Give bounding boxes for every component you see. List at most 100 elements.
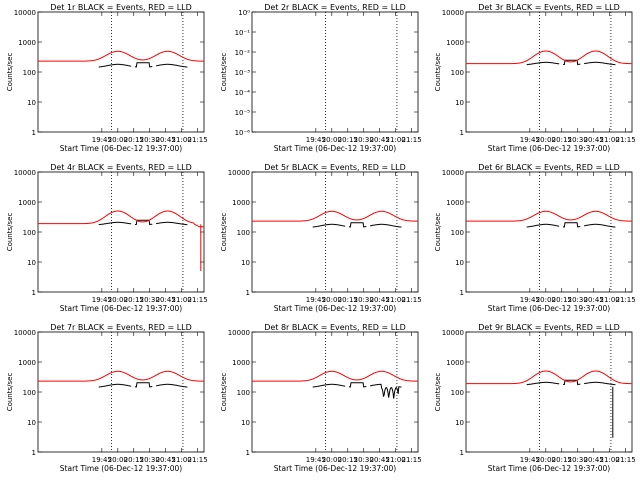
x-tick-label: 21:00 <box>600 296 620 304</box>
events-series-line <box>526 59 616 66</box>
lld-series-line <box>38 50 204 62</box>
y-axis-label: Counts/sec <box>434 53 442 92</box>
x-tick-label: 20:00 <box>536 456 556 464</box>
y-tick-label: 10 <box>455 259 464 267</box>
x-tick-label: 19:45 <box>306 136 326 144</box>
x-tick-label: 20:15 <box>124 456 144 464</box>
x-tick-label: 20:30 <box>568 456 588 464</box>
y-tick-label: 1 <box>246 449 250 457</box>
plot-frame <box>465 331 633 453</box>
y-tick-label: 100 <box>23 69 36 77</box>
y-axis-label: Counts/sec <box>6 53 14 92</box>
y-tick-label: 100 <box>237 389 250 397</box>
x-tick-label: 20:15 <box>338 456 358 464</box>
panel-title: Det 2r BLACK = Events, RED = LLD <box>264 3 406 12</box>
x-tick-label: 21:15 <box>188 136 208 144</box>
x-tick-label: 21:15 <box>188 456 208 464</box>
y-tick-label: 10000 <box>14 9 36 17</box>
x-axis-label: Start Time (06-Dec-12 19:37:00) <box>274 144 396 153</box>
y-tick-label: 10⁻⁵ <box>235 109 251 117</box>
x-tick-label: 20:00 <box>536 136 556 144</box>
y-tick-label: 10 <box>27 419 36 427</box>
y-tick-label: 10⁻⁴ <box>235 89 251 97</box>
panel-title: Det 9r BLACK = Events, RED = LLD <box>478 323 620 332</box>
x-axis-label: Start Time (06-Dec-12 19:37:00) <box>60 304 182 313</box>
panel-det-8: Det 8r BLACK = Events, RED = LLD 1 10 100 10… <box>220 323 422 473</box>
x-tick-label: 20:00 <box>108 456 128 464</box>
x-tick-label: 20:30 <box>568 136 588 144</box>
x-tick-label: 21:00 <box>386 136 406 144</box>
y-axis-label: Counts/sec <box>434 373 442 412</box>
x-tick-label: 20:30 <box>568 296 588 304</box>
y-tick-label: 10⁻³ <box>235 69 251 77</box>
y-tick-label: 1000 <box>446 199 464 207</box>
y-axis-label: Counts/sec <box>220 373 228 412</box>
panel-det-2: Det 2r BLACK = Events, RED = LLD 10⁻⁶ 10⁻⁵… <box>220 3 422 153</box>
x-tick-label: 21:15 <box>188 296 208 304</box>
panel-title: Det 5r BLACK = Events, RED = LLD <box>264 163 406 172</box>
x-tick-label: 21:00 <box>386 296 406 304</box>
y-axis-label: Counts/sec <box>220 53 228 92</box>
y-tick-label: 1 <box>32 289 36 297</box>
y-tick-label: 10000 <box>442 169 464 177</box>
x-tick-label: 20:45 <box>370 456 390 464</box>
y-tick-label: 100 <box>451 389 464 397</box>
x-tick-label: 20:45 <box>584 136 604 144</box>
x-tick-label: 19:45 <box>92 456 112 464</box>
x-tick-label: 21:15 <box>616 296 636 304</box>
x-tick-label: 20:00 <box>322 456 342 464</box>
y-tick-label: 10⁰ <box>238 9 250 17</box>
panel-title: Det 6r BLACK = Events, RED = LLD <box>478 163 620 172</box>
lld-series-line <box>38 210 204 271</box>
events-series-line <box>98 62 188 68</box>
y-tick-label: 1000 <box>232 199 250 207</box>
panel-det-9: Det 9r BLACK = Events, RED = LLD 1 10 100 10… <box>434 323 636 473</box>
x-tick-label: 21:00 <box>172 136 192 144</box>
x-tick-label: 20:45 <box>370 136 390 144</box>
y-tick-label: 10000 <box>228 329 250 337</box>
x-tick-label: 20:30 <box>140 456 160 464</box>
events-series-line <box>312 222 402 228</box>
x-axis-label: Start Time (06-Dec-12 19:37:00) <box>60 144 182 153</box>
x-tick-label: 19:45 <box>306 296 326 304</box>
x-tick-label: 20:15 <box>338 296 358 304</box>
y-axis-label: Counts/sec <box>220 213 228 252</box>
y-tick-label: 1000 <box>446 39 464 47</box>
panel-det-4: Det 4r BLACK = Events, RED = LLD 1 10 100 10… <box>6 163 208 313</box>
x-axis-label: Start Time (06-Dec-12 19:37:00) <box>60 464 182 473</box>
y-tick-label: 10 <box>455 99 464 107</box>
panel-title: Det 8r BLACK = Events, RED = LLD <box>264 323 406 332</box>
panel-det-5: Det 5r BLACK = Events, RED = LLD 1 10 100 10… <box>220 163 422 313</box>
x-axis-label: Start Time (06-Dec-12 19:37:00) <box>488 144 610 153</box>
y-tick-label: 10000 <box>442 329 464 337</box>
lld-series-line <box>466 370 632 385</box>
plot-frame <box>251 171 419 293</box>
x-tick-label: 20:00 <box>322 296 342 304</box>
y-tick-label: 1000 <box>232 359 250 367</box>
x-tick-label: 19:45 <box>92 296 112 304</box>
x-tick-label: 20:45 <box>156 136 176 144</box>
x-tick-label: 21:00 <box>172 456 192 464</box>
y-tick-label: 10000 <box>14 329 36 337</box>
y-tick-label: 1 <box>32 129 36 137</box>
x-axis-label: Start Time (06-Dec-12 19:37:00) <box>274 304 396 313</box>
x-tick-label: 20:15 <box>338 136 358 144</box>
y-tick-label: 10 <box>27 259 36 267</box>
x-tick-label: 20:30 <box>140 296 160 304</box>
y-tick-label: 1 <box>460 129 464 137</box>
y-tick-label: 1000 <box>18 199 36 207</box>
lld-series-line <box>38 370 204 382</box>
events-series-line <box>312 382 402 399</box>
x-tick-label: 19:45 <box>520 456 540 464</box>
panel-det-7: Det 7r BLACK = Events, RED = LLD 1 10 100 10… <box>6 323 208 473</box>
y-tick-label: 10⁻⁶ <box>235 129 251 137</box>
y-tick-label: 1000 <box>18 359 36 367</box>
y-tick-label: 100 <box>451 229 464 237</box>
x-tick-label: 21:15 <box>402 456 422 464</box>
lld-series-line <box>466 50 632 65</box>
y-tick-label: 1 <box>460 449 464 457</box>
x-tick-label: 21:00 <box>600 456 620 464</box>
y-tick-label: 1000 <box>446 359 464 367</box>
y-tick-label: 10 <box>455 419 464 427</box>
